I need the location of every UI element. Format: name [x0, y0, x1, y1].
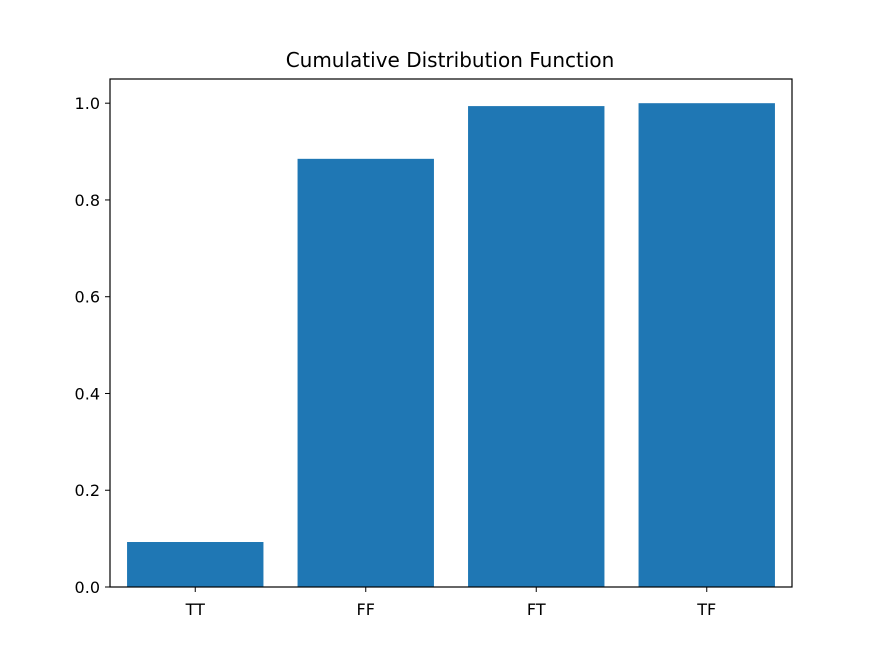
bar-tf: [638, 103, 775, 587]
x-tick-label: TF: [696, 600, 716, 619]
bars-layer: [127, 103, 775, 588]
y-tick-label: 0.8: [75, 191, 100, 210]
bar-ft: [468, 106, 605, 588]
plot-frame: [109, 78, 793, 588]
x-tick-label: FT: [527, 600, 546, 619]
y-tick-label: 0.0: [75, 578, 100, 597]
y-tick-label: 0.2: [75, 481, 100, 500]
x-tick-label: TT: [185, 600, 205, 619]
axes-layer: TT FF FT TF 0.0 0.2 0.4 0.6 0.8 1.0: [75, 78, 793, 619]
y-tick-label: 1.0: [75, 94, 100, 113]
x-tick-label: FF: [357, 600, 375, 619]
chart-title: Cumulative Distribution Function: [286, 48, 615, 72]
y-tick-label: 0.4: [75, 384, 100, 403]
y-tick-label: 0.6: [75, 288, 100, 307]
bar-ff: [297, 158, 434, 588]
bar-tt: [127, 542, 264, 587]
